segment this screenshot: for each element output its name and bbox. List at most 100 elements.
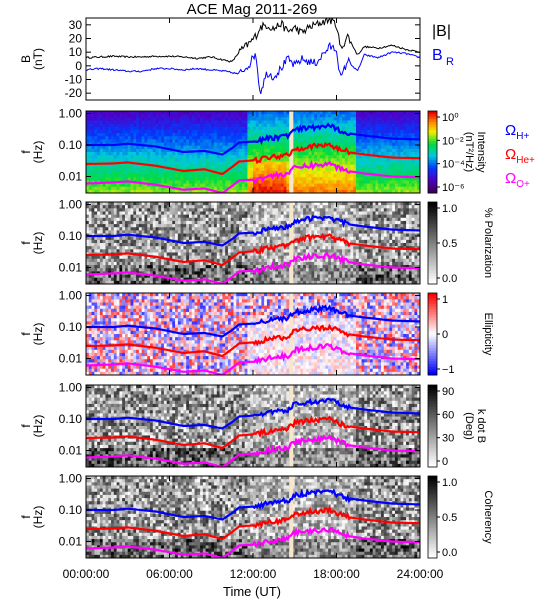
- spectrogram-cell: [233, 230, 237, 234]
- spectrogram-cell: [392, 183, 396, 188]
- spectrogram-cell: [119, 243, 123, 247]
- spectrogram-cell: [333, 170, 337, 175]
- spectrogram-cell: [272, 230, 276, 234]
- spectrogram-cell: [264, 183, 268, 188]
- spectrogram-cell: [261, 114, 265, 118]
- spectrogram-cell: [86, 177, 90, 181]
- spectrogram-cell: [108, 148, 112, 153]
- spectrogram-cell: [230, 114, 234, 118]
- spectrogram-cell: [355, 123, 360, 128]
- spectrogram-cell: [333, 180, 337, 184]
- spectrogram-cell: [325, 167, 329, 172]
- spectrogram-cell: [150, 220, 154, 225]
- spectrogram-cell: [333, 123, 337, 128]
- spectrogram-cell: [136, 152, 140, 156]
- spectrogram-cell: [258, 258, 262, 263]
- spectrogram-cell: [175, 139, 179, 143]
- spectrogram-cell: [169, 233, 173, 238]
- spectrogram-cell: [113, 117, 118, 121]
- spectrogram-cell: [138, 133, 143, 137]
- spectrogram-cell: [163, 183, 168, 188]
- spectrogram-cell: [325, 186, 329, 191]
- spectrogram-cell: [211, 180, 215, 184]
- spectrogram-cell: [133, 189, 137, 193]
- spectrogram-cell: [124, 258, 129, 263]
- spectrogram-cell: [375, 133, 379, 137]
- spectrogram-cell: [406, 126, 410, 131]
- spectrogram-cell: [144, 155, 148, 159]
- spectrogram-cell: [183, 180, 187, 184]
- spectrogram-cell: [261, 142, 265, 147]
- spectrogram-cell: [233, 189, 237, 193]
- spectrogram-cell: [361, 183, 365, 188]
- spectrogram-cell: [264, 120, 268, 125]
- spectrogram-cell: [303, 189, 307, 193]
- spectrogram-cell: [272, 142, 276, 147]
- spectrogram-cell: [250, 129, 254, 134]
- spectrogram-cell: [400, 167, 404, 172]
- spectrogram-cell: [161, 170, 165, 175]
- spectrogram-cell: [250, 148, 254, 153]
- spectrogram-cell: [250, 205, 254, 209]
- spectrogram-cell: [403, 126, 407, 131]
- spectrogram-cell: [188, 252, 193, 257]
- spectrogram-cell: [222, 111, 226, 115]
- spectrogram-cell: [230, 208, 234, 212]
- spectrogram-cell: [127, 133, 131, 137]
- spectrogram-cell: [378, 183, 382, 188]
- spectrogram-cell: [222, 145, 226, 150]
- spectrogram-cell: [180, 133, 184, 137]
- spectrogram-cell: [152, 246, 156, 250]
- spectrogram-cell: [378, 114, 382, 118]
- spectrogram-cell: [369, 152, 374, 156]
- spectrogram-cell: [202, 217, 207, 222]
- spectrogram-cell: [392, 170, 396, 175]
- spectrogram-cell: [91, 246, 95, 250]
- spectrogram-cell: [269, 180, 273, 184]
- spectrogram-cell: [358, 158, 362, 162]
- spectrogram-cell: [230, 227, 234, 231]
- spectrogram-cell: [322, 129, 326, 134]
- spectrogram-cell: [191, 126, 195, 131]
- spectrogram-cell: [175, 220, 179, 225]
- series-line-b-radial: [86, 41, 420, 95]
- spectrogram-cell: [222, 230, 226, 234]
- spectrogram-cell: [250, 126, 254, 131]
- spectrogram-cell: [236, 230, 240, 234]
- spectrogram-cell: [161, 249, 165, 253]
- spectrogram-cell: [278, 152, 282, 156]
- spectrogram-cell: [175, 208, 179, 212]
- spectrogram-cell: [102, 145, 106, 150]
- spectrogram-cell: [161, 208, 165, 212]
- spectrogram-cell: [236, 133, 240, 137]
- spectrogram-cell: [113, 186, 118, 191]
- spectrogram-cell: [303, 114, 307, 118]
- spectrogram-cell: [261, 123, 265, 128]
- spectrogram-cell: [130, 126, 134, 131]
- spectrogram-cell: [272, 208, 276, 212]
- spectrogram-cell: [119, 246, 123, 250]
- spectrogram-cell: [99, 129, 104, 134]
- spectrogram-cell: [375, 120, 379, 125]
- spectrogram-cell: [383, 142, 387, 147]
- spectrogram-cell: [197, 158, 201, 162]
- spectrogram-cell: [361, 164, 365, 169]
- spectrogram-cell: [381, 177, 385, 181]
- spectrogram-cell: [255, 280, 259, 284]
- spectrogram-cell: [99, 152, 104, 156]
- spectrogram-cell: [102, 202, 106, 206]
- spectrogram-cell: [364, 111, 368, 115]
- spectrogram-cell: [219, 145, 223, 150]
- spectrogram-cell: [381, 183, 385, 188]
- spectrogram-cell: [325, 114, 329, 118]
- spectrogram-cell: [166, 186, 170, 191]
- spectrogram-cell: [269, 164, 273, 169]
- spectrogram-cell: [122, 268, 126, 272]
- spectrogram-cell: [411, 123, 415, 128]
- spectrogram-cell: [141, 217, 145, 222]
- spectrogram-cell: [336, 186, 340, 191]
- spectrogram-cell: [372, 180, 376, 184]
- spectrogram-cell: [205, 120, 209, 125]
- spectrogram-cell: [369, 183, 374, 188]
- spectrogram-cell: [233, 170, 237, 175]
